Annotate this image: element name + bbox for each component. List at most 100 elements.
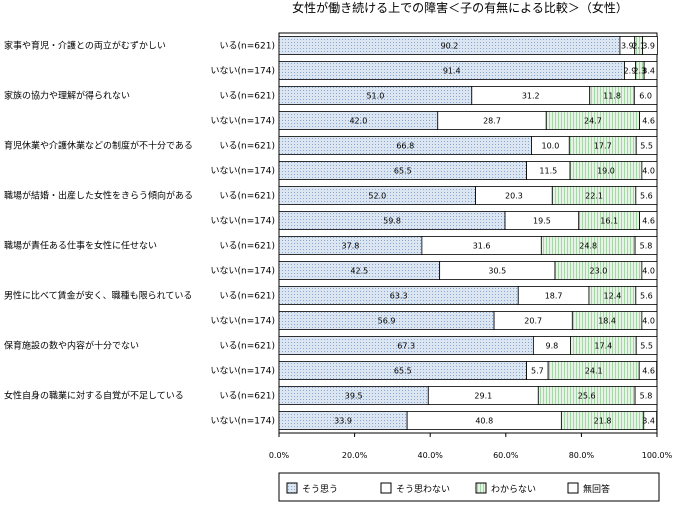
- data-label: 3.9: [642, 42, 655, 51]
- bar-segment: [634, 236, 658, 255]
- data-label: 5.6: [640, 192, 653, 201]
- x-tick-label: 100.0%: [642, 451, 673, 460]
- bar-segment: [635, 286, 658, 305]
- data-label: 21.8: [594, 417, 612, 426]
- bar-segment: [639, 211, 658, 230]
- chart-title: 女性が働き続ける上での障害＜子の有無による比較＞（女性）: [292, 0, 628, 15]
- data-label: 4.0: [642, 317, 655, 326]
- data-label: 51.0: [366, 92, 384, 101]
- data-label: 24.8: [579, 242, 597, 251]
- group-label: いる(n=621): [220, 391, 275, 402]
- bar-segment: [641, 311, 658, 330]
- data-label: 9.8: [546, 342, 559, 351]
- group-label: いない(n=174): [211, 66, 275, 77]
- group-label: いない(n=174): [211, 316, 275, 327]
- data-label: 5.8: [640, 392, 653, 401]
- data-label: 18.7: [545, 292, 563, 301]
- legend: そう思う そう思わない わからない 無回答: [278, 472, 660, 502]
- bar-segment: [639, 111, 658, 130]
- data-label: 42.0: [349, 117, 367, 126]
- data-label: 25.6: [578, 392, 596, 401]
- plot-area: 家事や育児・介護との両立がむずかしい いる(n=621) 90.2 3.92.13.9…: [4, 32, 673, 460]
- bar-segment: [635, 336, 658, 355]
- data-label: 4.0: [642, 267, 655, 276]
- bar-segment: [635, 186, 658, 205]
- data-label: 56.9: [378, 317, 396, 326]
- bar-segment: [643, 61, 658, 80]
- data-label: 22.1: [585, 192, 603, 201]
- data-label: 20.3: [505, 192, 523, 201]
- data-label: 19.0: [597, 167, 615, 176]
- data-label: 40.8: [475, 417, 493, 426]
- x-tick-label: 40.0%: [417, 451, 443, 460]
- legend-swatch: [286, 482, 298, 494]
- data-label: 37.8: [342, 242, 360, 251]
- category-label: 育児休業や介護休業などの制度が不十分である: [4, 140, 193, 152]
- data-label: 5.5: [640, 342, 653, 351]
- x-tick-label: 20.0%: [342, 451, 368, 460]
- category-label: 女性自身の職業に対する自覚が不足している: [4, 390, 184, 402]
- data-label: 3.4: [642, 67, 655, 76]
- data-label: 65.5: [394, 167, 412, 176]
- bar-segment: [643, 411, 658, 430]
- data-label: 4.6: [642, 117, 655, 126]
- data-label: 90.2: [441, 42, 459, 51]
- data-label: 31.6: [473, 242, 491, 251]
- data-label: 5.7: [531, 367, 544, 376]
- group-label: いない(n=174): [211, 116, 275, 127]
- legend-label: 無回答: [583, 483, 610, 495]
- data-label: 29.1: [474, 392, 492, 401]
- data-label: 24.1: [585, 367, 603, 376]
- plot-frame: [278, 32, 658, 434]
- legend-swatch: [475, 482, 487, 494]
- data-label: 4.0: [642, 167, 655, 176]
- data-label: 3.9: [621, 42, 634, 51]
- legend-swatch: [567, 482, 579, 494]
- data-label: 12.4: [603, 292, 621, 301]
- x-tick-label: 60.0%: [493, 451, 519, 460]
- data-label: 31.2: [522, 92, 540, 101]
- legend-swatch: [380, 482, 392, 494]
- group-label: いない(n=174): [211, 166, 275, 177]
- group-label: いる(n=621): [220, 41, 275, 52]
- data-label: 18.4: [598, 317, 616, 326]
- bar-segment: [634, 386, 658, 405]
- bar-segment: [642, 36, 658, 55]
- data-label: 33.9: [334, 417, 352, 426]
- category-label: 職場が結婚・出産した女性をきらう傾向がある: [4, 190, 193, 202]
- group-label: いる(n=621): [220, 141, 275, 152]
- data-label: 11.8: [603, 92, 621, 101]
- data-label: 6.0: [639, 92, 652, 101]
- data-label: 5.6: [640, 292, 653, 301]
- data-label: 16.1: [600, 217, 618, 226]
- group-label: いない(n=174): [211, 216, 275, 227]
- data-label: 4.6: [642, 217, 655, 226]
- group-label: いる(n=621): [220, 191, 275, 202]
- data-label: 67.3: [397, 342, 415, 351]
- data-label: 2.9: [624, 67, 637, 76]
- x-tick-label: 0.0%: [269, 451, 290, 460]
- category-label: 家族の協力や理解が得られない: [4, 90, 130, 102]
- bar-segment: [641, 261, 658, 280]
- data-label: 10.0: [541, 142, 559, 151]
- category-label: 家事や育児・介護との両立がむずかしい: [4, 40, 166, 52]
- group-label: いない(n=174): [211, 266, 275, 277]
- data-label: 91.4: [443, 67, 461, 76]
- data-label: 11.5: [539, 167, 557, 176]
- data-label: 42.5: [350, 267, 368, 276]
- data-label: 5.8: [640, 242, 653, 251]
- data-label: 39.5: [345, 392, 363, 401]
- group-label: いる(n=621): [220, 91, 275, 102]
- data-label: 65.5: [394, 367, 412, 376]
- data-label: 19.5: [533, 217, 551, 226]
- legend-box: [278, 472, 660, 502]
- data-label: 52.0: [368, 192, 386, 201]
- data-label: 2.3: [633, 67, 646, 76]
- group-label: いない(n=174): [211, 366, 275, 377]
- bar-segment: [635, 136, 658, 155]
- group-label: いる(n=621): [220, 291, 275, 302]
- data-label: 20.7: [524, 317, 542, 326]
- data-label: 4.6: [642, 367, 655, 376]
- x-tick-label: 80.0%: [569, 451, 595, 460]
